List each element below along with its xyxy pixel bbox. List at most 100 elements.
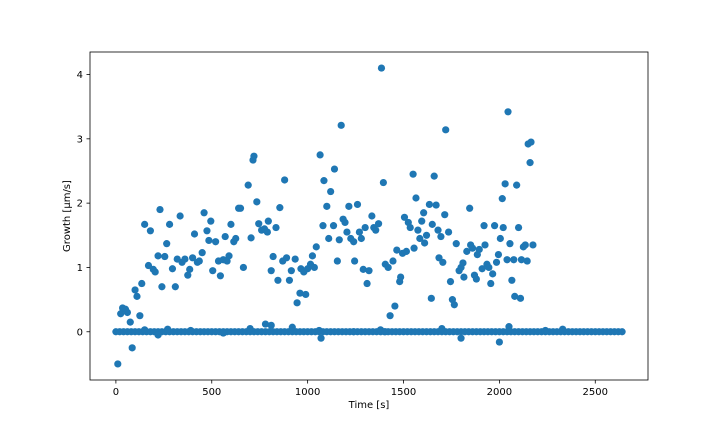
- data-point: [247, 234, 255, 242]
- data-point: [489, 270, 497, 278]
- x-tick-label: 1500: [391, 387, 416, 398]
- y-axis-ticks: 0 1 2 3 4: [77, 70, 90, 338]
- data-point: [434, 226, 442, 234]
- data-point: [161, 252, 169, 261]
- data-point: [136, 312, 144, 320]
- data-point: [114, 360, 122, 368]
- data-point: [365, 267, 373, 275]
- data-point: [353, 200, 362, 209]
- x-tick-label: 1000: [295, 387, 320, 398]
- data-point: [141, 326, 149, 334]
- data-point: [236, 204, 245, 212]
- data-point: [491, 222, 499, 230]
- data-point: [133, 292, 141, 300]
- data-point: [472, 275, 480, 283]
- data-point: [267, 321, 275, 329]
- data-point: [244, 181, 252, 189]
- data-point: [123, 308, 131, 317]
- data-point: [128, 344, 136, 352]
- data-point: [337, 121, 345, 129]
- data-point: [379, 178, 387, 187]
- data-point: [521, 241, 529, 249]
- data-point: [345, 202, 353, 210]
- data-point: [272, 223, 280, 232]
- data-point: [219, 329, 227, 337]
- data-point: [559, 325, 567, 333]
- data-point: [510, 256, 518, 264]
- data-point: [459, 259, 467, 267]
- data-point: [276, 204, 284, 212]
- data-point: [126, 318, 134, 326]
- data-point: [186, 265, 194, 273]
- data-point: [158, 283, 166, 291]
- x-axis-ticks: 0 500 1000 1500 2000 2500: [113, 380, 608, 398]
- data-point: [138, 279, 146, 288]
- data-point: [441, 211, 449, 219]
- data-point: [154, 331, 162, 339]
- data-point: [527, 138, 535, 146]
- data-point: [355, 228, 364, 236]
- data-point: [410, 244, 418, 252]
- data-point: [144, 261, 153, 270]
- data-point: [439, 258, 447, 266]
- y-tick-label: 4: [77, 70, 83, 81]
- data-point: [310, 263, 318, 272]
- data-point: [343, 228, 351, 236]
- data-point: [506, 240, 514, 248]
- data-point: [171, 283, 179, 291]
- data-point: [430, 172, 438, 180]
- data-point: [316, 151, 324, 159]
- data-point: [350, 238, 358, 246]
- data-point: [391, 302, 399, 310]
- data-point: [511, 292, 519, 300]
- data-point: [526, 159, 534, 167]
- data-point: [232, 234, 240, 243]
- data-point: [386, 312, 394, 320]
- data-point: [466, 204, 474, 212]
- data-point: [377, 64, 386, 72]
- data-point: [432, 201, 440, 209]
- data-point: [384, 263, 392, 272]
- data-point: [308, 252, 317, 260]
- data-point: [146, 227, 154, 235]
- data-point: [420, 209, 428, 217]
- data-point: [437, 232, 445, 241]
- data-point: [327, 187, 335, 196]
- data-point: [450, 301, 458, 309]
- data-point: [312, 243, 320, 251]
- data-point: [293, 299, 301, 307]
- data-point: [409, 170, 417, 178]
- data-point: [255, 220, 263, 228]
- x-tick-label: 2000: [487, 387, 512, 398]
- data-point: [516, 294, 525, 302]
- data-point: [190, 230, 199, 238]
- data-point: [425, 200, 433, 209]
- data-point: [359, 265, 367, 273]
- data-point: [341, 218, 349, 227]
- plot-frame: [89, 51, 649, 381]
- data-point: [302, 290, 310, 299]
- data-point: [446, 278, 455, 286]
- data-point: [523, 257, 531, 265]
- data-point: [416, 234, 424, 243]
- data-point: [487, 279, 495, 288]
- data-point: [412, 194, 420, 202]
- data-point: [421, 239, 429, 247]
- data-point: [117, 310, 125, 318]
- data-point: [478, 265, 486, 273]
- data-point: [325, 234, 333, 243]
- data-point: [508, 276, 516, 284]
- data-point: [400, 213, 409, 221]
- data-point: [315, 326, 323, 335]
- data-point: [381, 328, 389, 336]
- data-point: [504, 108, 512, 116]
- data-point: [361, 223, 369, 232]
- data-point: [176, 212, 184, 220]
- data-point: [541, 326, 550, 335]
- data-point: [330, 165, 339, 173]
- data-point: [291, 255, 299, 263]
- data-point: [501, 180, 509, 188]
- data-point: [428, 220, 436, 228]
